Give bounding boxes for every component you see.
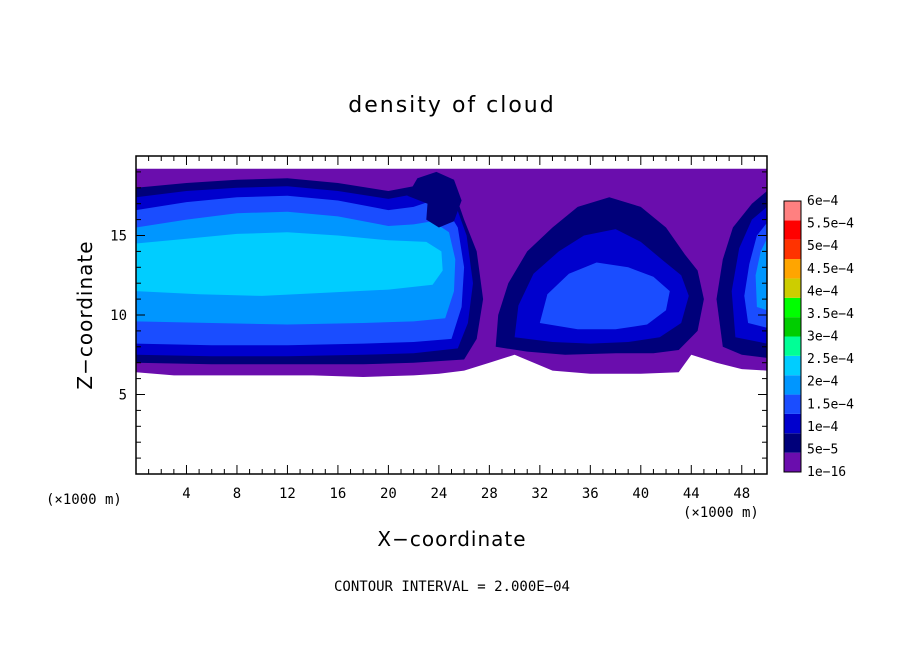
colorbar-swatch [784,239,801,260]
colorbar-label: 4.5e−4 [807,262,854,277]
y-axis-label: Z−coordinate [73,240,97,389]
region-far-right-cell-core [755,238,767,311]
colorbar-swatch [784,220,801,240]
colorbar-label: 1e−4 [807,420,838,435]
colorbar-swatch [784,433,801,453]
x-tick-label: 24 [430,486,447,502]
colorbar-swatch [784,452,801,472]
colorbar-swatch [784,297,801,318]
x-axis-label: X−coordinate [377,527,526,551]
colorbar-label: 2e−4 [807,375,838,390]
colorbar-swatch [784,259,801,279]
region-kelvin-helmholtz-curl [407,171,462,228]
chart-title: density of cloud [348,93,555,118]
x-unit-label-left: (×1000 m) [46,492,122,508]
colorbar-swatch [784,413,801,434]
region-left-anvil-peak [136,232,443,296]
colorbar-swatch [784,336,801,356]
x-tick-label: 4 [182,486,190,502]
x-tick-label: 44 [683,486,700,502]
x-tick-label: 20 [380,486,397,502]
x-tick-label: 36 [582,486,599,502]
colorbar-label: 1e−16 [807,465,846,480]
y-tick-label: 5 [119,388,127,404]
colorbar-swatch [784,278,801,298]
colorbar-label: 1.5e−4 [807,397,854,412]
x-tick-label: 8 [233,486,241,502]
colorbar-swatch [784,317,801,337]
colorbar-label: 2.5e−4 [807,352,854,367]
x-tick-label: 12 [279,486,296,502]
colorbar-swatch [784,355,801,376]
colorbar-label: 4e−4 [807,284,838,299]
x-tick-label: 48 [733,486,750,502]
colorbar-label: 5.5e−4 [807,217,854,232]
y-axis-ticks: 5 10 15 [110,171,767,459]
colorbar-label: 5e−4 [807,239,838,254]
colorbar-swatch [784,394,801,414]
x-tick-label: 28 [481,486,498,502]
contour-regions [136,168,767,377]
colorbar-label: 3e−4 [807,330,838,345]
colorbar-label: 6e−4 [807,194,838,209]
colorbar-swatch [784,201,801,221]
x-tick-label: 16 [329,486,346,502]
x-tick-label: 32 [531,486,548,502]
x-tick-label: 40 [632,486,649,502]
y-tick-label: 10 [110,308,127,324]
colorbar-swatch [784,375,801,395]
x-unit-label-right: (×1000 m) [683,505,759,521]
region-right-cloud-inner [539,262,670,330]
y-tick-label: 15 [110,229,127,245]
x-axis-ticks: 4 8 12 16 20 24 28 32 36 40 44 48 [148,156,755,502]
contour-interval-note: CONTOUR INTERVAL = 2.000E−04 [334,579,570,595]
colorbar-label: 3.5e−4 [807,307,854,322]
colorbar-frame [783,200,802,473]
colorbar-label: 5e−5 [807,442,838,457]
colorbar: 1e−16 5e−5 1e−4 1.5e−4 2e−4 2.5e−4 3e−4 3.5e−4 4… [783,194,854,480]
